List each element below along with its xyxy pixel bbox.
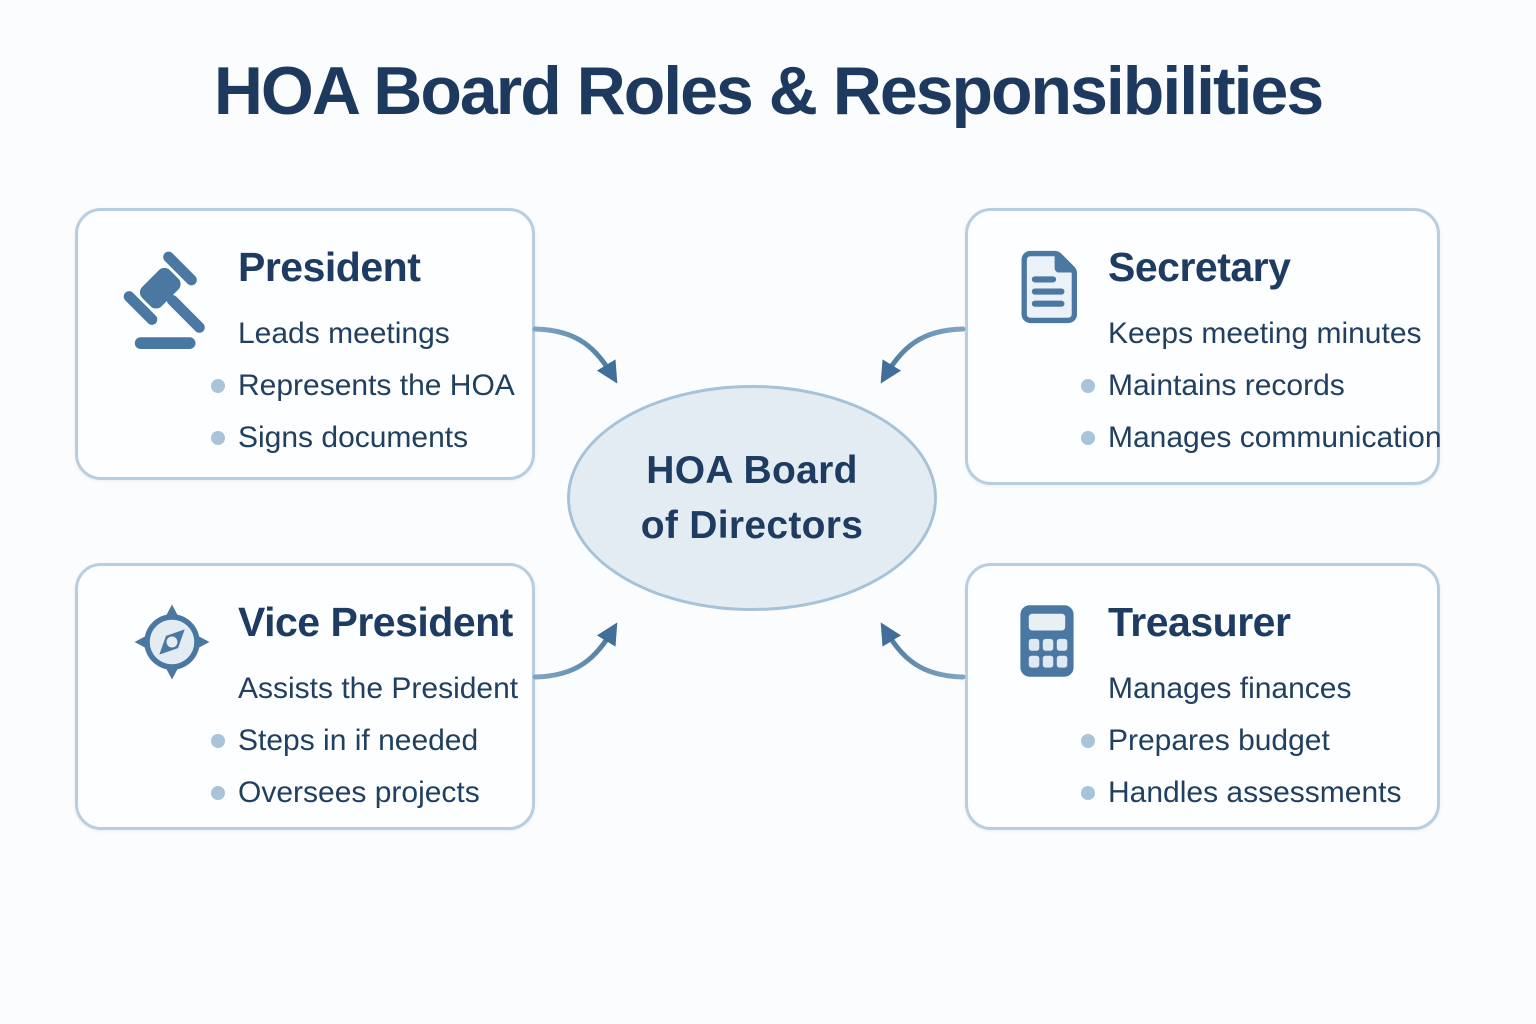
bullet-dot — [1081, 734, 1095, 748]
arrow-president-to-center — [532, 326, 618, 384]
bullet-dot — [211, 786, 225, 800]
bullet-dot — [1081, 379, 1095, 393]
role-item: Represents the HOA — [211, 360, 515, 412]
arrow-secretary-to-center — [880, 326, 966, 384]
role-item: Leads meetings — [238, 317, 450, 350]
compass-icon — [106, 598, 238, 819]
bullet-dot — [211, 734, 225, 748]
role-item: Manages communication — [1081, 412, 1442, 464]
calculator-icon — [986, 598, 1108, 819]
center-node-label-line2: of Directors — [640, 504, 864, 547]
bullet-dot — [211, 431, 225, 445]
arrow-vice-president-to-center — [532, 622, 618, 680]
card-treasurer: Treasurer Manages finances Prepares budg… — [965, 563, 1440, 830]
center-node-hoa-board: HOA Board of Directors — [567, 385, 937, 611]
arrow-treasurer-to-center — [880, 622, 966, 680]
card-president: President Leads meetings Represents the … — [75, 208, 535, 480]
card-title: President — [238, 244, 421, 290]
card-secretary: Secretary Keeps meeting minutes Maintain… — [965, 208, 1442, 485]
document-icon — [986, 243, 1108, 464]
card-title: Vice President — [238, 599, 513, 645]
bullet-dot — [211, 379, 225, 393]
role-item: Oversees projects — [211, 767, 514, 819]
role-item: Prepares budget — [1081, 715, 1419, 767]
card-title: Secretary — [1108, 244, 1291, 290]
role-item: Signs documents — [211, 412, 514, 464]
card-title: Treasurer — [1108, 599, 1291, 645]
role-item: Steps in if needed — [211, 715, 514, 767]
bullet-dot — [1081, 431, 1095, 445]
page-title: HOA Board Roles & Responsibilities — [213, 53, 1324, 129]
role-item: Handles assessments — [1081, 767, 1419, 819]
role-item: Manages finances — [1108, 672, 1352, 705]
gavel-icon — [106, 243, 238, 464]
bullet-dot — [1081, 786, 1095, 800]
role-item: Maintains records — [1081, 360, 1419, 412]
role-item: Keeps meeting minutes — [1108, 317, 1422, 350]
card-vice-president: Vice President Assists the President Ste… — [75, 563, 535, 830]
role-item: Assists the President — [238, 672, 519, 705]
center-node-label-line1: HOA Board — [646, 449, 858, 492]
